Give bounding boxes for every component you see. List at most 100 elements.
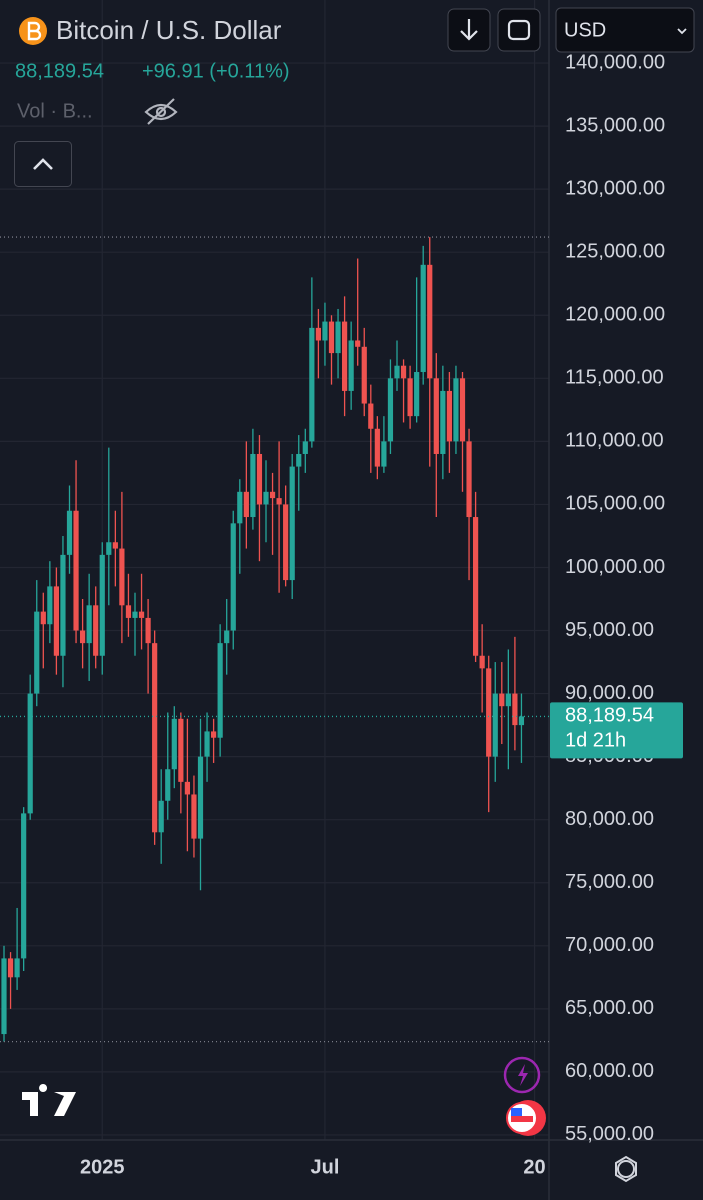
candle-body	[230, 523, 236, 631]
fullscreen-icon	[507, 19, 531, 41]
candle-body	[433, 378, 439, 454]
candle-body	[47, 586, 53, 625]
candle-body	[158, 800, 164, 833]
candle-body	[289, 466, 295, 581]
candle-body	[348, 340, 354, 391]
y-tick-label: 125,000.00	[565, 240, 665, 262]
candle-body	[237, 491, 243, 524]
last-price-label: 88,189.54	[565, 705, 654, 727]
candle-body	[211, 731, 217, 738]
candle-body	[80, 630, 86, 644]
download-button[interactable]	[447, 8, 491, 52]
candle-body	[191, 794, 197, 839]
y-tick-label: 90,000.00	[565, 682, 654, 704]
fullscreen-box	[497, 8, 541, 52]
y-tick-label: 115,000.00	[565, 367, 664, 389]
candle-body	[93, 605, 99, 656]
candle-body	[99, 554, 105, 656]
y-tick-label: 100,000.00	[565, 556, 665, 578]
candle-body	[302, 441, 308, 454]
candle-body	[453, 378, 459, 442]
candle-body	[368, 403, 374, 429]
candle-body	[204, 731, 210, 757]
candle-body	[86, 605, 92, 644]
flag-stripe	[511, 1116, 533, 1122]
symbol-title: Bitcoin / U.S. Dollar	[56, 15, 282, 45]
candle-body	[256, 453, 263, 505]
candle-body	[112, 542, 118, 549]
y-tick-label: 70,000.00	[565, 934, 654, 956]
candle-body	[335, 321, 341, 354]
hide-toggle[interactable]	[144, 98, 178, 125]
candle-body	[197, 756, 204, 839]
y-tick-label: 60,000.00	[565, 1060, 654, 1082]
candle-body	[387, 378, 394, 442]
overlay: 88,189.54 1d 21h	[0, 236, 683, 1043]
candle-body	[224, 630, 230, 644]
candle-body	[171, 718, 177, 770]
download-icon	[460, 19, 478, 41]
collapse-box	[14, 141, 72, 187]
candle-body	[479, 655, 485, 669]
x-tick-label: 2025	[80, 1156, 125, 1178]
candle-body	[518, 716, 525, 726]
candle-body	[269, 491, 276, 499]
bitcoin-glyph	[27, 21, 42, 41]
collapse-button[interactable]	[14, 141, 72, 187]
price-change: +96.91 (+0.11%)	[142, 60, 290, 82]
last-price-box	[550, 702, 683, 759]
last-price: 88,189.54	[15, 60, 104, 82]
y-tick-label: 135,000.00	[565, 114, 665, 136]
candle-body	[276, 498, 282, 505]
x-tick-label: Jul	[310, 1156, 339, 1178]
candle-body	[459, 378, 466, 442]
y-tick-label: 95,000.00	[565, 619, 654, 641]
events-icon[interactable]	[503, 1056, 541, 1094]
y-tick-label: 65,000.00	[565, 997, 654, 1019]
candle-body	[106, 542, 112, 555]
candle-body	[420, 264, 426, 373]
flag-canton	[511, 1108, 522, 1116]
candle-body	[328, 321, 335, 354]
candle-body	[1, 958, 7, 1035]
candle-body	[263, 491, 269, 505]
candle-body	[361, 346, 367, 404]
candle-body	[466, 441, 472, 518]
candle-body	[492, 693, 498, 757]
currency-select[interactable]: USD	[555, 7, 695, 53]
candle-body	[322, 321, 328, 341]
y-tick-label: 80,000.00	[565, 808, 654, 830]
candle-body	[119, 548, 125, 606]
eye-pupil	[155, 106, 167, 118]
candle-body	[132, 611, 138, 618]
x-tick-label: 20	[523, 1156, 545, 1178]
bolt	[518, 1064, 528, 1086]
candle-body	[165, 769, 171, 801]
candle-body	[125, 605, 132, 618]
candles	[1, 237, 525, 1042]
candle-body	[394, 365, 400, 379]
gear-outline	[615, 1155, 637, 1183]
candle-body	[505, 693, 511, 707]
candle-body	[184, 781, 190, 795]
candle-body	[7, 958, 14, 978]
candle-body	[400, 365, 407, 379]
y-tick-label: 130,000.00	[565, 177, 665, 199]
candle-body	[296, 453, 302, 467]
settings-button[interactable]	[615, 1155, 637, 1183]
bar-countdown: 1d 21h	[565, 730, 626, 752]
candle-body	[427, 264, 433, 379]
candle-body	[342, 321, 348, 391]
eye-slash	[147, 98, 175, 125]
y-tick-label: 55,000.00	[565, 1123, 654, 1145]
candle-body	[473, 517, 479, 656]
candle-body	[381, 441, 387, 467]
volume-legend: Vol · B...	[17, 100, 93, 122]
candle-body	[178, 718, 184, 782]
fullscreen-button[interactable]	[497, 8, 541, 52]
candle-body	[243, 491, 249, 518]
y-tick-label: 140,000.00	[565, 51, 665, 73]
candle-body	[512, 693, 518, 726]
